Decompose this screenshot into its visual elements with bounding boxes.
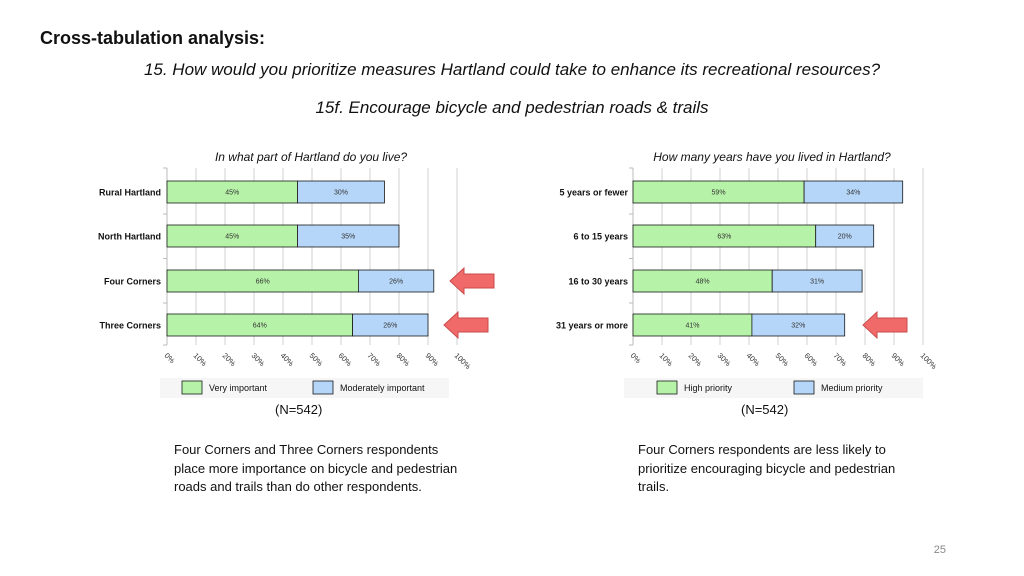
chart-1-data-label: 64%: [253, 323, 267, 330]
chart-1-legend-label: Moderately important: [340, 383, 425, 393]
chart-2-tick-label: 90%: [890, 351, 907, 368]
chart-1-data-label: 45%: [225, 234, 239, 241]
chart-1-legend-label: Very important: [209, 383, 268, 393]
chart-2-tick-label: 30%: [716, 351, 733, 368]
chart-2-sample-size: (N=542): [741, 402, 789, 417]
chart-1-category-label: Rural Hartland: [99, 188, 161, 198]
chart-2-tick-label: 70%: [832, 351, 849, 368]
chart-1-title: In what part of Hartland do you live?: [215, 150, 407, 164]
chart-1-tick-label: 100%: [453, 351, 473, 371]
chart-2-title: How many years have you lived in Hartlan…: [653, 150, 891, 164]
chart-1-tick-label: 0%: [163, 351, 177, 365]
chart-1-legend-swatch: [181, 380, 203, 395]
chart-2-category-label: 6 to 15 years: [573, 232, 628, 242]
chart-1-bar-series2: [297, 180, 385, 204]
chart-1-category-label: Three Corners: [99, 321, 161, 331]
chart-2-highlight-arrow-icon: [862, 310, 908, 340]
chart-2-data-label: 32%: [791, 323, 805, 330]
chart-1-sample-size: (N=542): [275, 402, 323, 417]
chart-2-tick-label: 10%: [658, 351, 675, 368]
chart-1-data-label: 35%: [341, 234, 355, 241]
chart-2-finding-line-1: Four Corners respondents are less likely…: [638, 442, 886, 457]
chart-1-tick-label: 20%: [221, 351, 238, 368]
chart-1-tick-label: 70%: [366, 351, 383, 368]
chart-2-tick-label: 0%: [629, 351, 643, 365]
subquestion-text: 15f. Encourage bicycle and pedestrian ro…: [315, 98, 709, 117]
chart-2-bar-series2: [771, 269, 863, 293]
chart-1-tick-label: 80%: [395, 351, 412, 368]
chart-1-legend-background: [160, 378, 449, 398]
chart-1-data-label: 26%: [389, 279, 403, 286]
chart-1-finding-line-3: roads and trails than do other responden…: [174, 479, 422, 494]
chart-2-legend-swatch: [656, 380, 678, 395]
chart-1-finding-line-2: place more importance on bicycle and ped…: [174, 460, 458, 476]
chart-1-category-label: Four Corners: [104, 277, 161, 287]
slide-heading: Cross-tabulation analysis:: [40, 28, 266, 48]
chart-1-data-label: 30%: [334, 190, 348, 197]
chart-1-tick-label: 30%: [250, 351, 267, 368]
chart-2-tick-label: 20%: [687, 351, 704, 368]
chart-1-finding-line-1: Four Corners and Three Corners responden…: [174, 442, 439, 457]
chart-2-bar-series2: [803, 180, 904, 204]
chart-2-category-label: 5 years or fewer: [559, 188, 628, 198]
chart-1-legend-swatch: [312, 380, 334, 395]
chart-2-legend-label: Medium priority: [821, 383, 883, 393]
chart-1-tick-label: 40%: [279, 351, 296, 368]
chart-1-tick-label: 60%: [337, 351, 354, 368]
chart-2-finding-line-3: trails.: [638, 479, 670, 494]
chart-2-tick-label: 80%: [861, 351, 878, 368]
chart-2-data-label: 59%: [712, 190, 726, 197]
chart-2-bar-series2: [815, 224, 875, 248]
chart-1-tick-label: 50%: [308, 351, 325, 368]
chart-2-category-label: 16 to 30 years: [568, 277, 628, 287]
chart-2-bar-series2: [751, 313, 846, 337]
chart-2-data-label: 48%: [696, 279, 710, 286]
chart-2-tick-label: 50%: [774, 351, 791, 368]
chart-1-tick-label: 90%: [424, 351, 441, 368]
chart-2-tick-label: 60%: [803, 351, 820, 368]
chart-2-data-label: 34%: [846, 190, 860, 197]
chart-1-data-label: 26%: [383, 323, 397, 330]
chart-2-finding: Four Corners respondents are less likely…: [638, 441, 895, 497]
chart-1-data-label: 66%: [256, 279, 270, 286]
chart-1-finding: Four Corners and Three Corners responden…: [174, 441, 457, 497]
slide-number: 25: [933, 544, 946, 556]
chart-2-finding-line-2: prioritize encouraging bicycle and pedes…: [638, 460, 896, 476]
chart-1-tick-label: 10%: [192, 351, 209, 368]
chart-1-bar-series2: [352, 313, 429, 337]
chart-2-legend-background: [624, 378, 923, 398]
chart-1-bar-series2: [357, 269, 435, 293]
chart-2-legend-swatch: [793, 380, 815, 395]
chart-2-data-label: 41%: [685, 323, 699, 330]
chart-2-tick-label: 40%: [745, 351, 762, 368]
chart-1-highlight-arrow-icon: [449, 266, 495, 296]
chart-2-legend-label: High priority: [684, 383, 733, 393]
chart-1-highlight-arrow-icon: [443, 310, 489, 340]
chart-1-bar-series2: [297, 224, 400, 248]
chart-1-category-label: North Hartland: [98, 232, 161, 242]
chart-2-data-label: 63%: [717, 234, 731, 241]
question-text: 15. How would you prioritize measures Ha…: [143, 60, 881, 79]
chart-2-data-label: 31%: [810, 279, 824, 286]
chart-2-data-label: 20%: [838, 234, 852, 241]
chart-2-category-label: 31 years or more: [556, 321, 628, 331]
chart-1-data-label: 45%: [225, 190, 239, 197]
chart-2-tick-label: 100%: [919, 351, 939, 371]
